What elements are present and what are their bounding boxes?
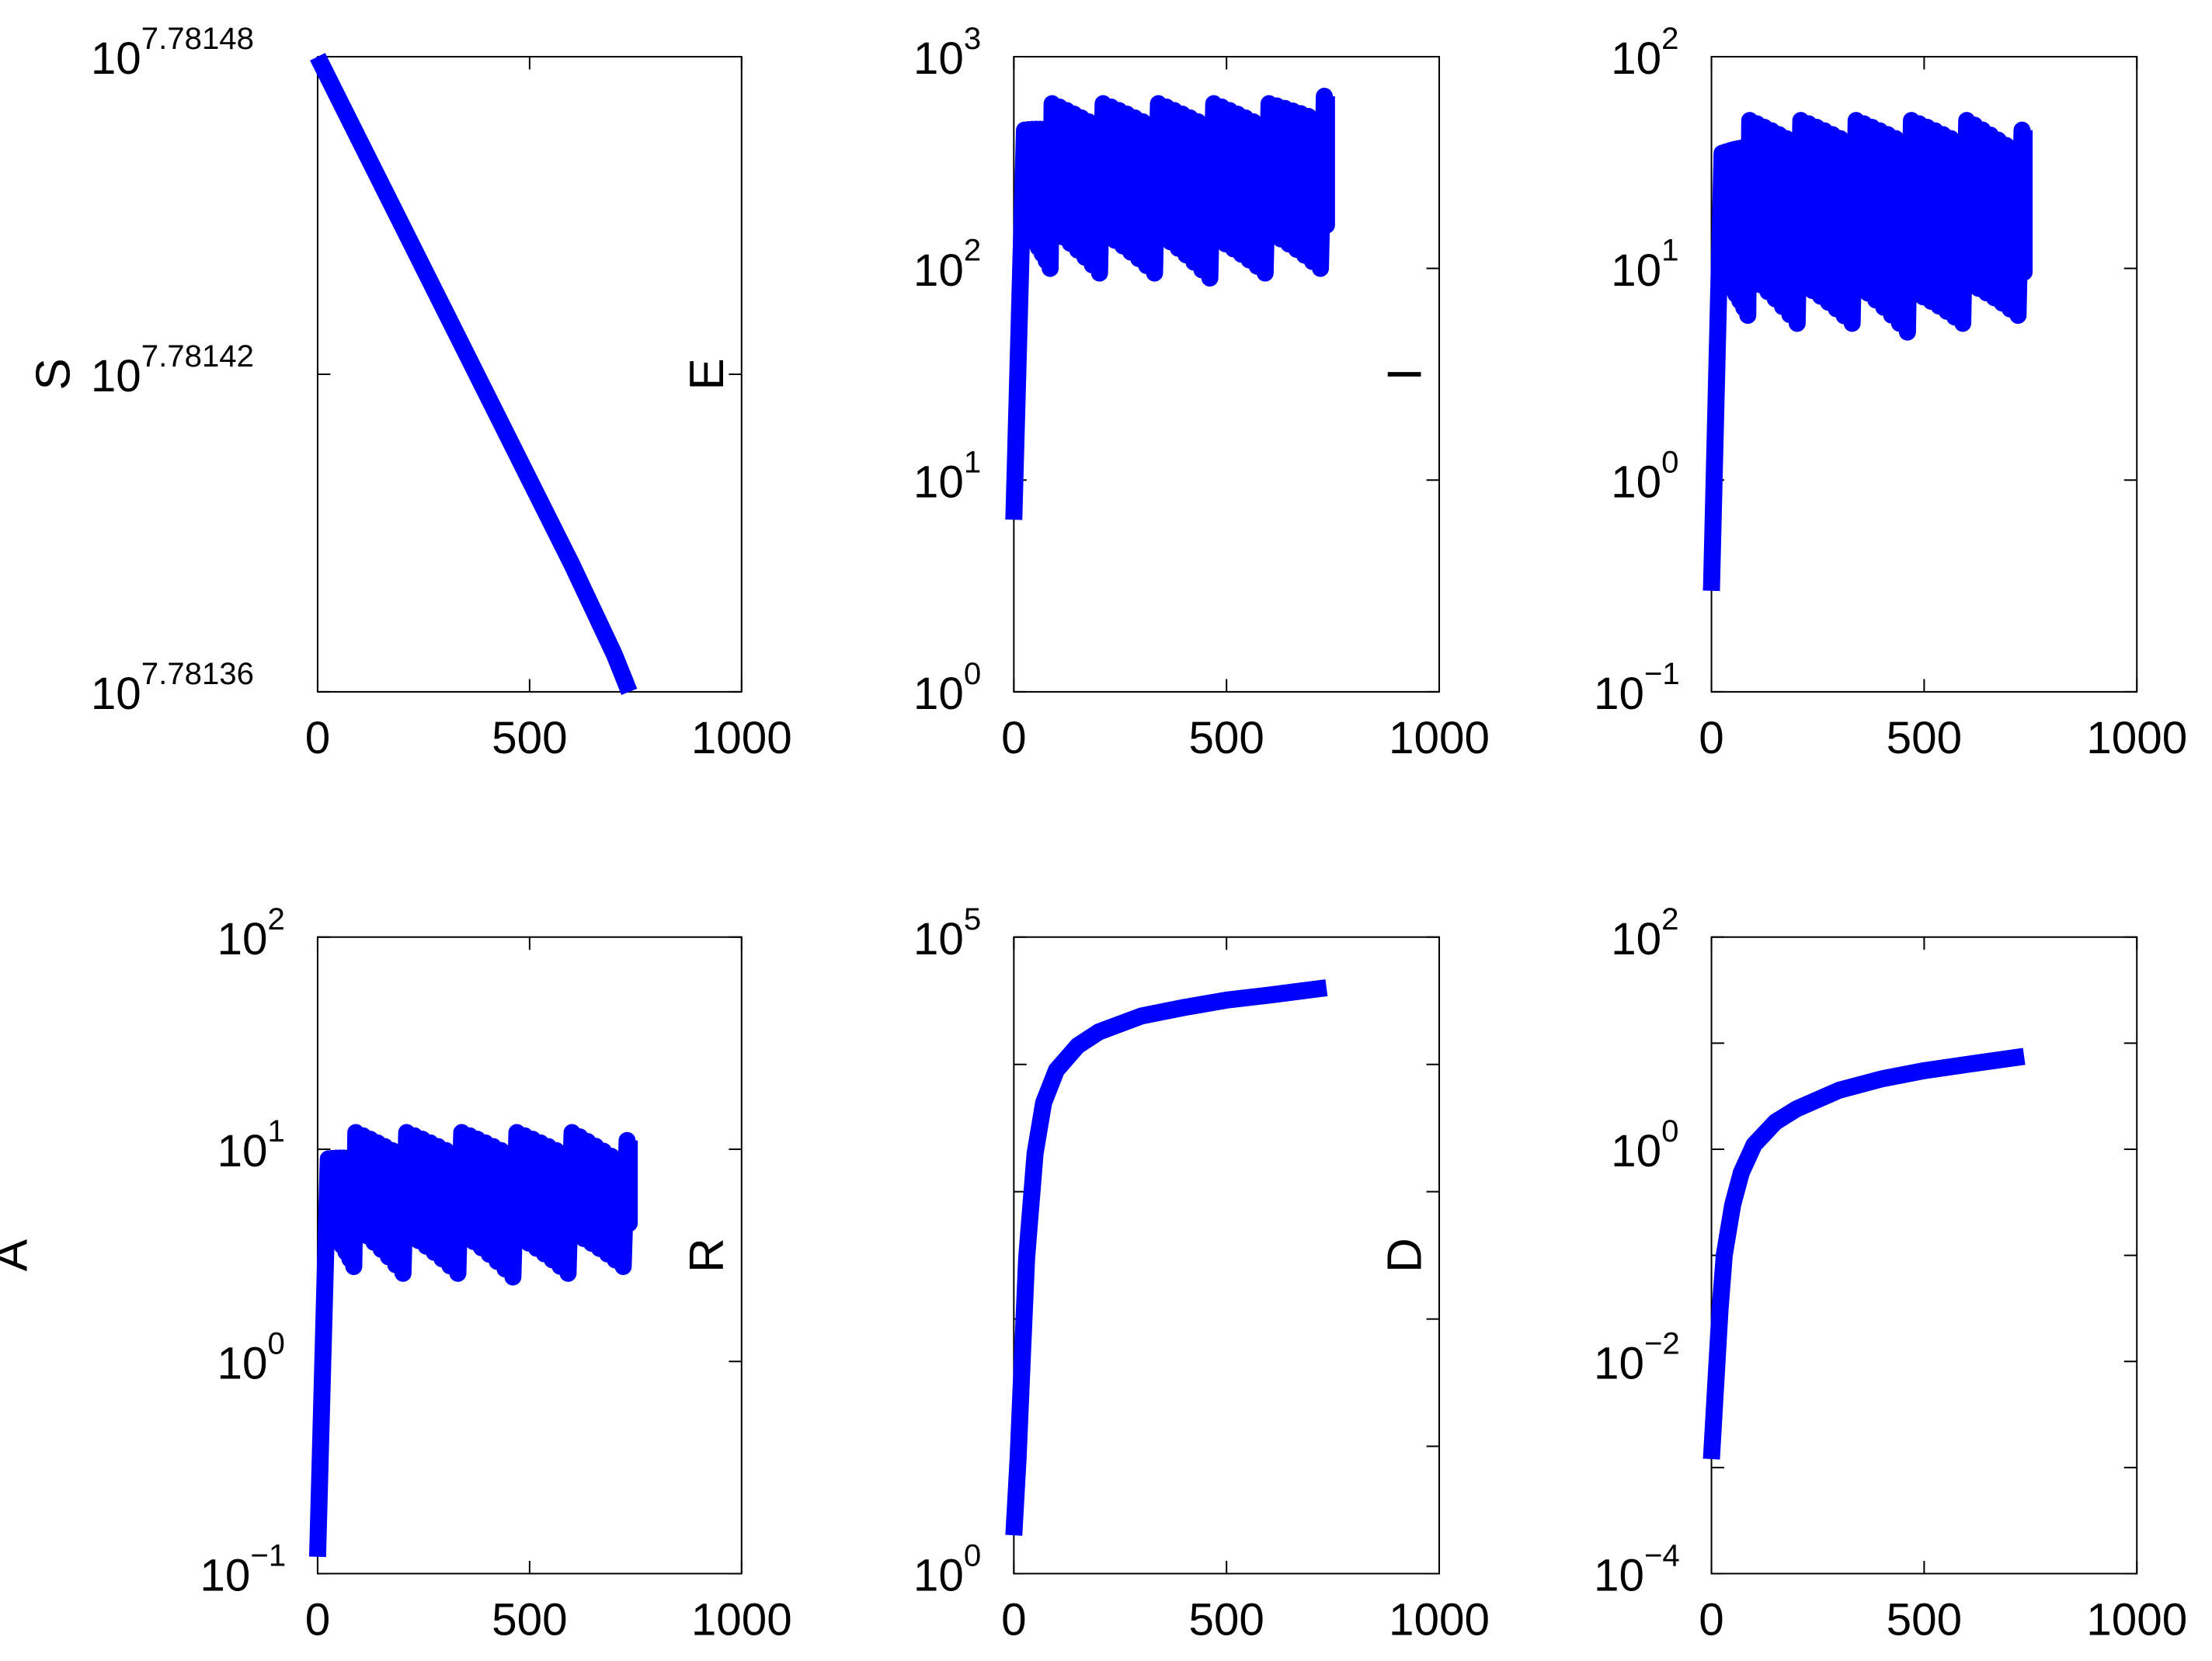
y-tick-label: 100 [1611, 1114, 1678, 1176]
y-tick-label: 100 [217, 1326, 285, 1388]
axes-frame [316, 56, 743, 693]
y-axis-label: D [1378, 1238, 1431, 1273]
x-tick-label: 1000 [1389, 1594, 1490, 1645]
subplot-s: 0 500 1000 107.78136 107.78142 107.78148 S [26, 21, 791, 763]
x-tick-label: 0 [1699, 713, 1723, 763]
y-tick-label: 10−4 [1594, 1538, 1680, 1601]
x-tick-label: 1000 [691, 713, 792, 763]
x-tick-label: 1000 [2086, 1594, 2187, 1645]
axes-frame [1710, 936, 2138, 1575]
subplot-r: 0 500 1000 100 105 R [680, 902, 1490, 1645]
y-tick-label: 105 [913, 902, 981, 964]
x-tick-label: 0 [305, 713, 330, 763]
series-line [1702, 1048, 2026, 1460]
y-tick-label: 107.78148 [91, 21, 254, 84]
y-axis-label: E [680, 358, 734, 390]
y-axis-label: A [0, 1239, 38, 1271]
y-tick-label: 102 [1611, 21, 1678, 84]
subplot-e: 0 500 1000 100 101 102 103 E [680, 21, 1490, 763]
x-tick-label: 0 [305, 1594, 330, 1645]
series-line [308, 1124, 638, 1558]
x-tick-label: 500 [1188, 1594, 1264, 1645]
series-line [1702, 112, 2033, 592]
series-line [310, 53, 638, 695]
subplot-d: 0 500 1000 10−4 10−2 100 102 D [1378, 902, 2187, 1645]
y-tick-label: 100 [913, 656, 981, 719]
y-tick-label: 102 [913, 233, 981, 296]
y-tick-label: 101 [913, 444, 981, 507]
y-tick-label: 10−2 [1594, 1326, 1680, 1388]
y-tick-label: 102 [1611, 902, 1678, 964]
y-tick-label: 101 [1611, 233, 1678, 296]
y-tick-label: 101 [217, 1114, 285, 1176]
y-axis-label: R [680, 1238, 734, 1273]
y-axis-label: S [26, 358, 80, 390]
subplot-i: 0 500 1000 10−1 100 101 102 I [1378, 21, 2187, 763]
x-tick-label: 500 [492, 1594, 567, 1645]
series-line [1005, 979, 1328, 1536]
subplot-a: 0 500 1000 10−1 100 101 102 A [0, 902, 792, 1645]
x-tick-label: 500 [1887, 713, 1962, 763]
y-tick-label: 10−1 [1594, 656, 1680, 719]
x-tick-label: 1000 [1389, 713, 1490, 763]
x-tick-label: 1000 [2086, 713, 2187, 763]
y-axis-label: I [1378, 367, 1431, 381]
y-tick-label: 107.78142 [91, 339, 254, 401]
y-tick-label: 100 [1611, 444, 1678, 507]
x-tick-label: 500 [1188, 713, 1264, 763]
y-tick-label: 107.78136 [91, 656, 254, 719]
series-line [1005, 88, 1335, 520]
x-tick-label: 0 [1699, 1594, 1723, 1645]
y-tick-label: 103 [913, 21, 981, 84]
x-tick-label: 500 [492, 713, 567, 763]
axes-frame [1013, 936, 1441, 1575]
x-tick-label: 0 [1001, 713, 1026, 763]
x-tick-label: 500 [1887, 1594, 1962, 1645]
x-tick-label: 1000 [691, 1594, 792, 1645]
y-tick-label: 102 [217, 902, 285, 964]
y-tick-label: 10−1 [200, 1538, 286, 1601]
y-tick-label: 100 [913, 1538, 981, 1601]
x-tick-label: 0 [1001, 1594, 1026, 1645]
